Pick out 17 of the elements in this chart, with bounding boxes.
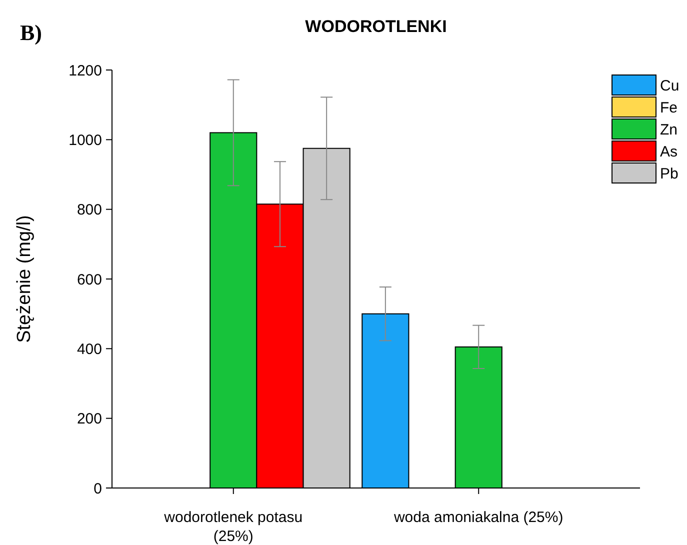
y-tick-label: 400 <box>76 340 102 358</box>
legend-label: Cu <box>660 77 680 94</box>
y-tick-label: 1200 <box>68 62 102 80</box>
legend-label: As <box>660 143 678 160</box>
y-tick-label: 0 <box>94 480 102 498</box>
y-axis-title: Stężenie (mg/l) <box>14 215 35 343</box>
chart-title: WODOROTLENKI <box>305 17 447 36</box>
legend-label: Pb <box>660 165 678 182</box>
y-tick-label: 200 <box>76 410 102 428</box>
legend-label: Zn <box>660 121 678 138</box>
x-tick-label: wodorotlenek potasu (25%) <box>163 509 303 545</box>
y-tick-label: 600 <box>76 271 102 288</box>
legend-label: Fe <box>660 99 678 116</box>
text: B) <box>20 20 42 45</box>
x-tick-label: woda amoniakalna (25%) <box>392 509 564 526</box>
y-tick-label: 1000 <box>68 132 102 149</box>
y-tick-label: 800 <box>76 202 102 219</box>
